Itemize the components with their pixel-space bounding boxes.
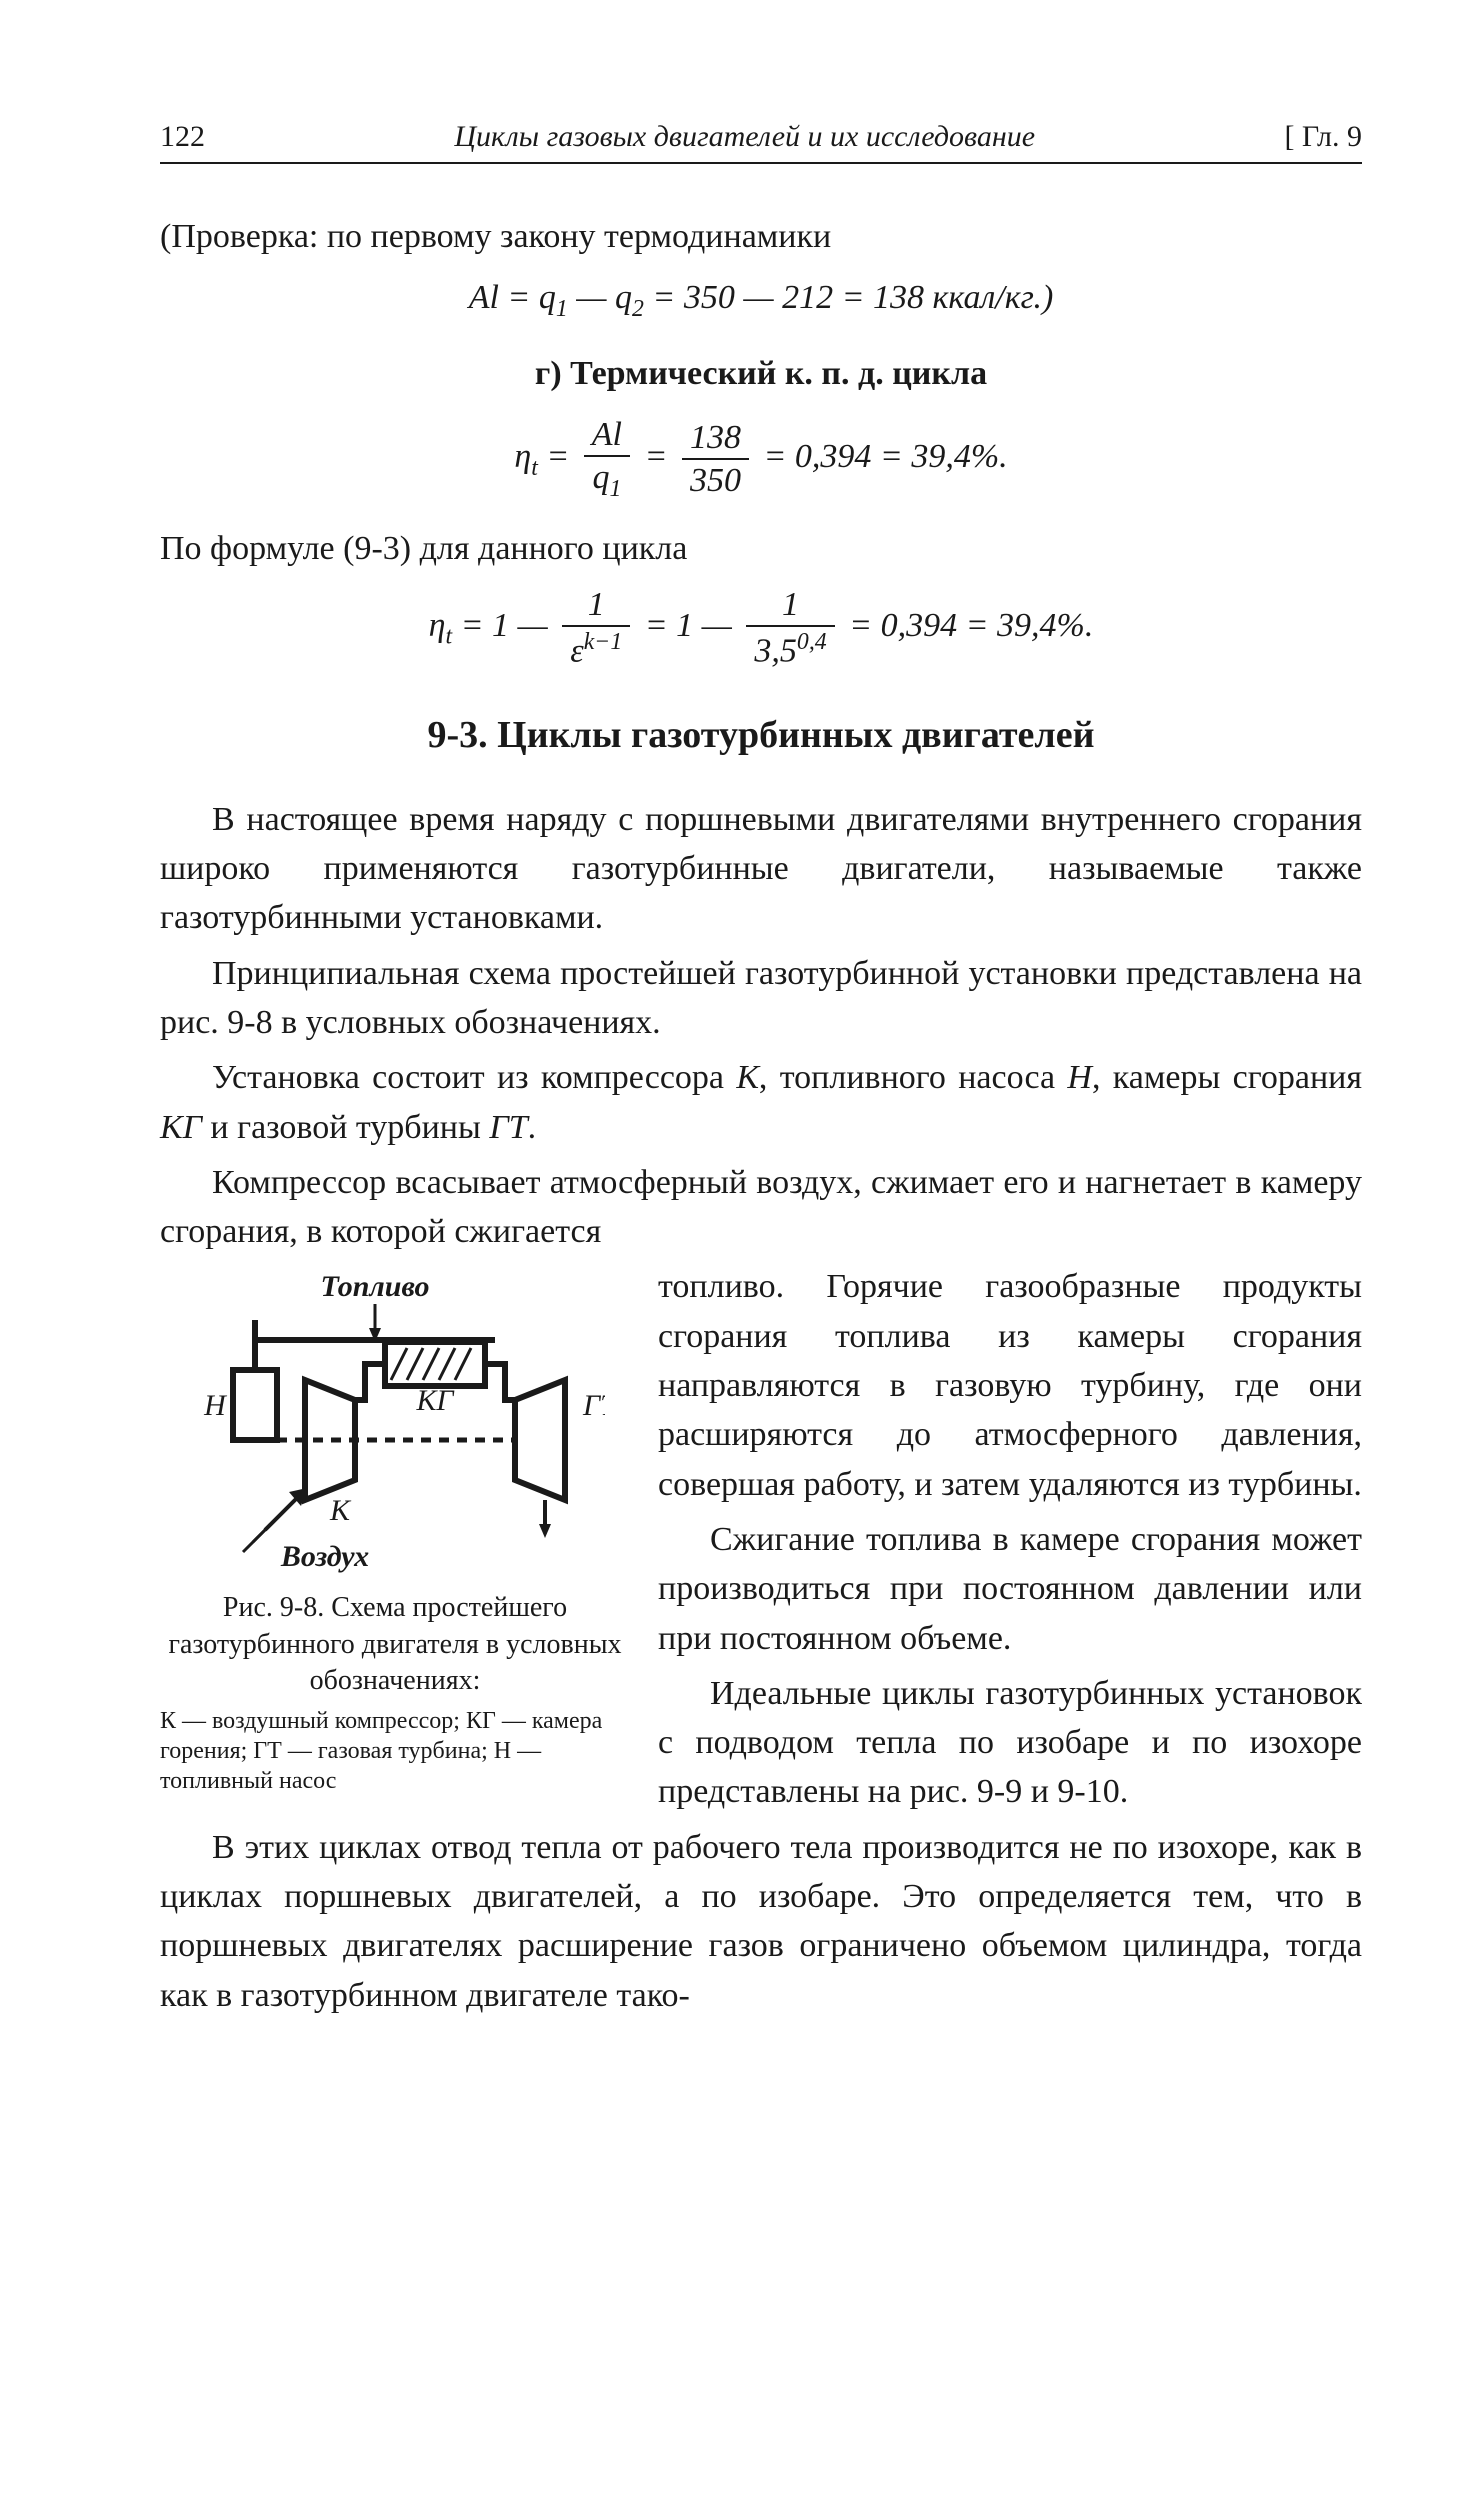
para-4a: Компрессор всасывает атмосферный воздух,… [160, 1158, 1362, 1257]
eq2-frac2-num: 138 [682, 419, 749, 460]
equation-eta2: ηt = 1 — 1 εk−1 = 1 — 1 3,50,4 = 0,394 =… [160, 586, 1362, 670]
check-line: (Проверка: по первому закону термодинами… [160, 212, 1362, 261]
eq2-frac1-den-sym: q [592, 459, 609, 496]
figure-legend: К — воздушный компрессор; КГ — камера го… [160, 1706, 630, 1796]
para3-KG: КГ [160, 1109, 202, 1146]
eq2-sub: t [531, 455, 538, 481]
eq1-rhs: = 350 — 212 = 138 ккал/кг.) [644, 279, 1053, 316]
page-number: 122 [160, 120, 205, 154]
eq3-frac2-den-sup: 0,4 [797, 629, 827, 655]
fig-label-K: К [329, 1494, 352, 1527]
eq1-lhs: Al = q [469, 279, 556, 316]
eq3-frac2-den: 3,50,4 [746, 627, 834, 670]
eq3-tail: = 0,394 = 39,4%. [849, 606, 1093, 643]
fig-label-GT: ГТ [582, 1389, 605, 1422]
eq2-frac2-den: 350 [682, 460, 749, 499]
eq1-sub2: 2 [632, 296, 644, 322]
para3-t4: и газовой турбины [202, 1109, 489, 1146]
page: 122 Циклы газовых двигателей и их исслед… [0, 0, 1472, 2496]
para3-H: Н [1067, 1059, 1092, 1096]
eq2-frac1-den-sub: 1 [609, 476, 621, 502]
running-header: 122 Циклы газовых двигателей и их исслед… [160, 120, 1362, 164]
equation-eta1: ηt = Al q1 = 138 350 = 0,394 = 39,4%. [160, 416, 1362, 502]
eq2-eq: = [538, 438, 578, 475]
eq3-frac1-den-sup: k−1 [584, 629, 623, 655]
para3-K: К [736, 1059, 759, 1096]
figure-9-8: Топливо Н К [160, 1270, 630, 1795]
para3-GT: ГТ [489, 1109, 527, 1146]
running-title: Циклы газовых двигателей и их исследован… [205, 120, 1284, 154]
eq2-frac2: 138 350 [682, 419, 749, 500]
formula-ref-line: По формуле (9-3) для данного цикла [160, 524, 1362, 573]
eq3-frac1-num: 1 [562, 586, 630, 627]
eq3-mid1: = 1 — [452, 606, 556, 643]
equation-al: Al = q1 — q2 = 350 — 212 = 138 ккал/кг.) [160, 273, 1362, 326]
eq3-frac1: 1 εk−1 [562, 586, 630, 670]
eq3-mid2: = 1 — [645, 606, 741, 643]
eq1-mid: — q [568, 279, 632, 316]
eq3-eta: η [429, 606, 446, 643]
eq2-frac1-num: Al [584, 416, 630, 457]
eq2-frac1: Al q1 [584, 416, 630, 502]
body: (Проверка: по первому закону термодинами… [160, 212, 1362, 2020]
eq3-frac1-den-base: ε [570, 632, 583, 669]
para3-t2: , топливного насоса [759, 1059, 1067, 1096]
eq3-frac2-den-base: 3,5 [754, 632, 797, 669]
para3-t3: , камеры сгорания [1092, 1059, 1362, 1096]
fig-label-KG: КГ [416, 1384, 456, 1417]
figure-caption: Рис. 9-8. Схема простейшего газотурбинно… [160, 1590, 630, 1699]
para3-t1: Установка состоит из компрессора [212, 1059, 736, 1096]
eq3-frac2: 1 3,50,4 [746, 586, 834, 670]
fig-label-top: Топливо [320, 1270, 429, 1303]
eq2-frac1-den: q1 [584, 457, 630, 502]
eq3-frac1-den: εk−1 [562, 627, 630, 670]
chapter-ref: [ Гл. 9 [1284, 120, 1362, 154]
fig-label-H: Н [203, 1389, 228, 1422]
para-7: В этих циклах отвод тепла от рабочего те… [160, 1823, 1362, 2020]
para3-t5: . [528, 1109, 537, 1146]
para-1: В настоящее время наряду с поршневыми дв… [160, 795, 1362, 943]
para-2: Принципиальная схема простейшей газотурб… [160, 949, 1362, 1048]
fig-label-bottom: Воздух [280, 1540, 369, 1573]
section-title: 9-3. Циклы газотурбинных двигателей [160, 708, 1362, 763]
eq2-tail: = 0,394 = 39,4%. [763, 438, 1007, 475]
figure-9-8-diagram: Топливо Н К [185, 1270, 605, 1580]
eq2-eta: η [514, 438, 531, 475]
subhead-g: г) Термический к. п. д. цикла [160, 349, 1362, 398]
eq3-frac2-num: 1 [746, 586, 834, 627]
eq1-sub1: 1 [556, 296, 568, 322]
figure-wrapped-block: Топливо Н К [160, 1262, 1362, 1822]
para-3: Установка состоит из компрессора К, топл… [160, 1053, 1362, 1152]
